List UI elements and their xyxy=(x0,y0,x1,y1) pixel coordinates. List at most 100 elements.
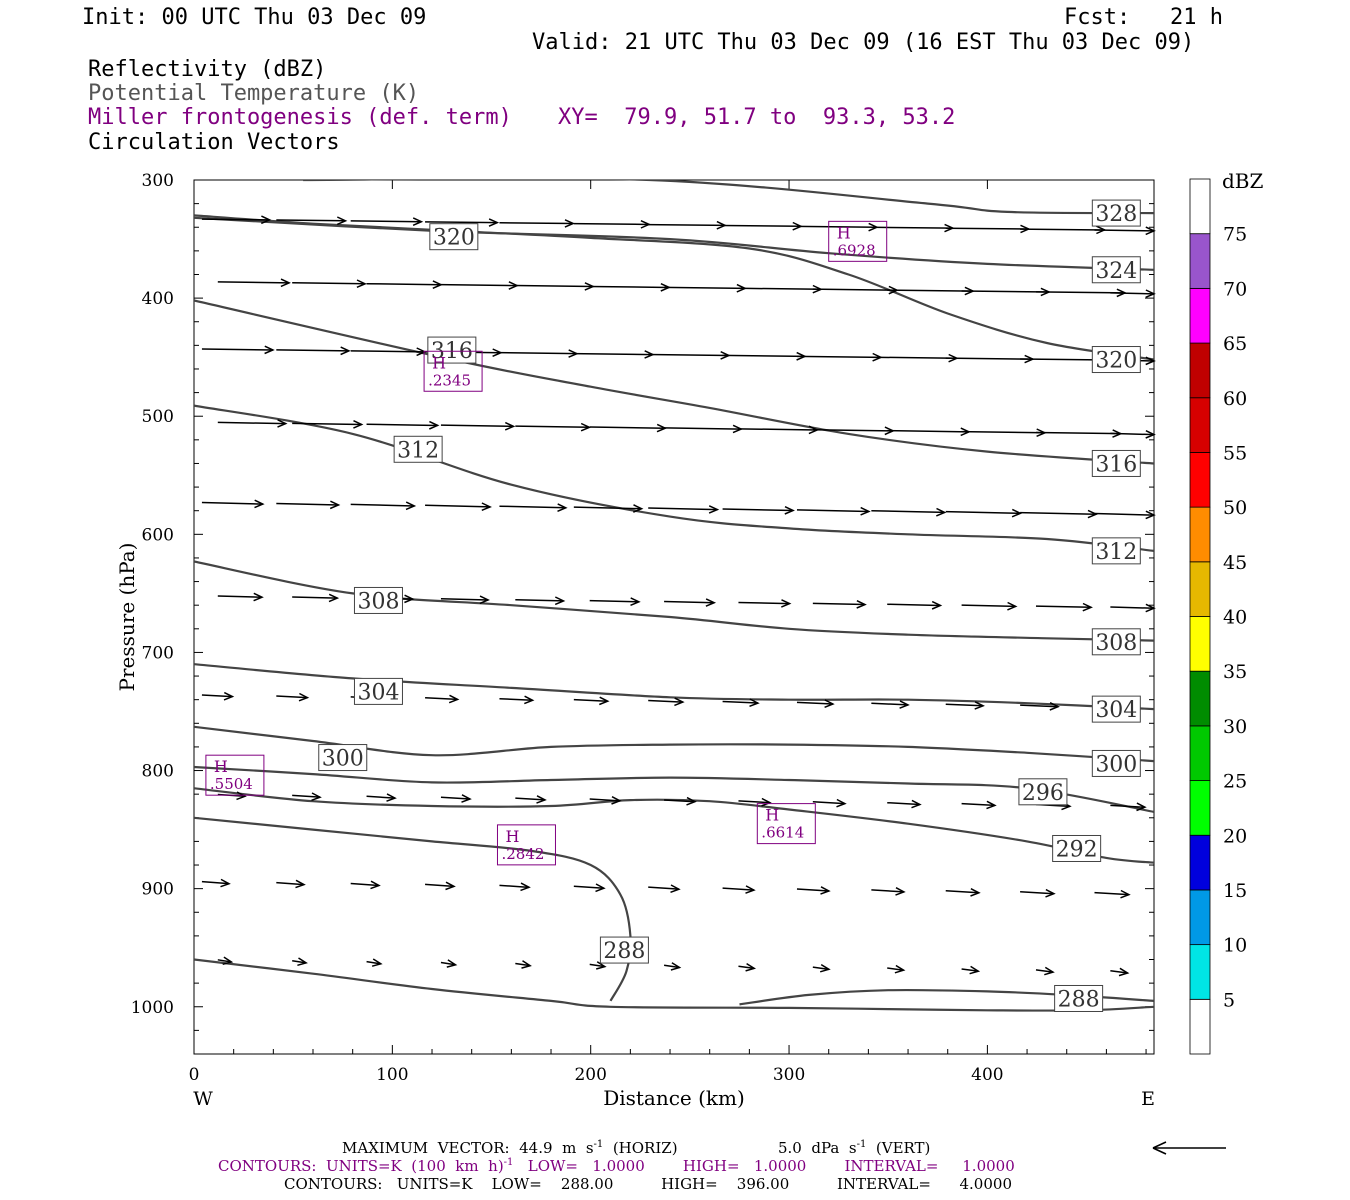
vector-head xyxy=(1145,289,1156,298)
vector-arrow xyxy=(201,215,272,225)
vector-head xyxy=(370,880,381,890)
vector-arrow xyxy=(1094,226,1156,236)
vector-arrow xyxy=(276,216,348,226)
vector-arrow xyxy=(440,281,519,290)
y-tick-label: 400 xyxy=(142,289,174,309)
vector-shaft xyxy=(871,226,953,229)
vector-head xyxy=(412,217,424,226)
vector-arrow xyxy=(589,283,671,292)
vector-head xyxy=(894,964,906,974)
vector-arrow xyxy=(276,692,310,702)
vector-arrow xyxy=(871,887,906,896)
vector-shaft xyxy=(871,889,904,893)
vector-arrow xyxy=(573,883,606,893)
vector-arrow xyxy=(573,696,610,706)
vector-shaft xyxy=(796,355,881,359)
vector-shaft xyxy=(796,509,869,513)
contour-label-box xyxy=(1091,256,1141,284)
vector-shaft xyxy=(276,502,339,506)
vector-arrow xyxy=(201,878,231,888)
vector-head xyxy=(416,347,427,357)
vector-arrow xyxy=(425,218,500,227)
contour-label: 296 xyxy=(1022,781,1064,806)
field-reflectivity: Reflectivity (dBZ) xyxy=(88,57,327,82)
contour-label: 300 xyxy=(322,747,364,772)
colorbar-level-label: 70 xyxy=(1223,278,1247,300)
theta-contour-296 xyxy=(194,765,1154,813)
vector-shaft xyxy=(945,890,979,894)
vector-arrow xyxy=(664,796,697,806)
vector-arrow xyxy=(366,280,443,289)
colorbar-segment xyxy=(1189,342,1211,399)
vector-arrow xyxy=(573,220,651,229)
contour-label: 304 xyxy=(357,680,399,705)
vector-shaft xyxy=(573,506,642,510)
vector-arrow xyxy=(366,958,383,967)
vector-shaft xyxy=(812,288,898,291)
contour-label: 312 xyxy=(1095,540,1137,565)
vector-head xyxy=(611,796,622,805)
colorbar-level-label: 45 xyxy=(1223,552,1247,574)
frontogenesis-h-label: H xyxy=(214,757,228,776)
vector-arrow xyxy=(201,345,275,355)
y-tick-label: 500 xyxy=(142,407,174,427)
colorbar-segment xyxy=(1189,561,1211,617)
vector-head xyxy=(488,218,500,227)
vector-arrow xyxy=(1110,802,1147,812)
vector-head xyxy=(781,599,792,608)
frontogenesis-max: H.2842 xyxy=(496,824,556,866)
contours-fronto-units: CONTOURS: UNITS=K (100 km h) xyxy=(218,1157,504,1175)
vector-shaft xyxy=(722,224,801,228)
vector-arrow xyxy=(663,962,682,971)
vector-arrow xyxy=(722,506,795,515)
vector-arrow xyxy=(722,698,760,708)
frontogenesis-box xyxy=(756,803,816,845)
vector-shaft xyxy=(1020,228,1105,231)
vector-head xyxy=(670,962,682,971)
vector-head xyxy=(446,959,458,968)
vector-shaft xyxy=(664,427,742,430)
vector-head xyxy=(254,499,265,509)
vector-head xyxy=(405,501,417,511)
vector-arrow xyxy=(871,507,947,517)
contour-label: 308 xyxy=(1095,631,1137,656)
vector-head xyxy=(521,960,532,969)
vector-head xyxy=(311,792,322,802)
vector-head xyxy=(295,879,306,889)
theta-contour-288 xyxy=(194,816,632,1002)
vector-shaft xyxy=(648,507,718,511)
vector-shaft xyxy=(1094,229,1155,232)
vector-arrow xyxy=(961,601,1018,611)
contour-label: 288 xyxy=(603,939,645,964)
vector-arrow xyxy=(350,880,381,890)
vector-arrow xyxy=(871,700,910,709)
vector-head xyxy=(761,797,772,807)
frontogenesis-max: H.6614 xyxy=(756,803,816,845)
vector-shaft xyxy=(350,882,380,887)
vector-head xyxy=(674,697,685,707)
contour-label: 320 xyxy=(1095,349,1137,374)
vector-arrow xyxy=(812,963,831,973)
vector-arrow xyxy=(350,217,424,226)
contour-label: 324 xyxy=(1095,259,1137,284)
contour-label: 300 xyxy=(1095,752,1137,777)
vector-shaft xyxy=(499,697,533,702)
dbz-colorbar: 5 10 15 20 25 30 35 40 45 50 55 60 65 70 75 xyxy=(1189,178,1247,1055)
vector-head xyxy=(745,962,757,972)
valid-time: Valid: 21 UTC Thu 03 Dec 09 (16 EST Thu … xyxy=(532,30,1195,55)
footer-max-vector: MAXIMUM VECTOR: 44.9 m s-1 (HORIZ) xyxy=(342,1140,678,1156)
vector-shaft xyxy=(573,222,650,226)
vector-head xyxy=(931,600,943,610)
vector-shaft xyxy=(217,959,232,963)
vector-shaft xyxy=(276,349,349,352)
vector-shaft xyxy=(201,218,270,221)
vector-shaft xyxy=(1110,292,1155,295)
vector-shaft xyxy=(887,429,969,433)
frontogenesis-value: .2842 xyxy=(501,845,544,863)
vector-head xyxy=(336,216,348,226)
contour-label: 288 xyxy=(1058,987,1100,1012)
colorbar-level-label: 65 xyxy=(1223,333,1247,355)
colorbar-segment xyxy=(1189,506,1211,563)
vector-head xyxy=(481,502,492,511)
vector-shaft xyxy=(440,283,518,287)
